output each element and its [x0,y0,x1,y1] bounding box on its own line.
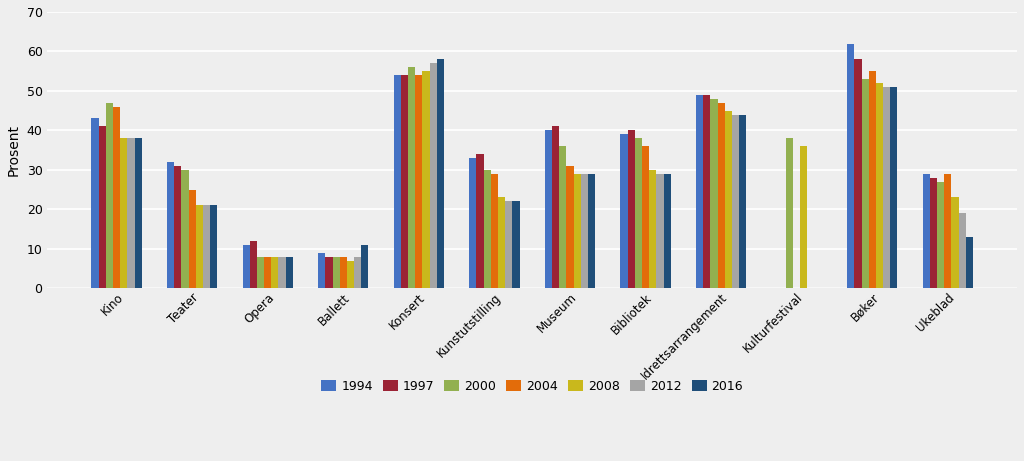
Bar [923,174,930,288]
Bar [340,257,347,288]
Bar [167,162,174,288]
Bar [361,245,369,288]
Bar [739,114,746,288]
Bar [257,257,264,288]
Bar [966,237,973,288]
Bar [718,103,725,288]
Bar [559,146,566,288]
Bar [642,146,649,288]
Bar [937,182,944,288]
Bar [868,71,876,288]
Bar [469,158,476,288]
Bar [490,174,498,288]
Bar [621,134,628,288]
Bar [732,114,739,288]
Bar [188,189,196,288]
Bar [890,87,897,288]
Bar [711,99,718,288]
Bar [876,83,883,288]
Bar [354,257,361,288]
Bar [498,197,505,288]
Bar [883,87,890,288]
Bar [573,174,581,288]
Bar [105,103,113,288]
Bar [786,138,794,288]
Bar [725,111,732,288]
Bar [416,75,423,288]
Bar [854,59,861,288]
Bar [545,130,552,288]
Bar [279,257,286,288]
Bar [664,174,671,288]
Bar [210,205,217,288]
Bar [958,213,966,288]
Bar [393,75,401,288]
Bar [134,138,141,288]
Bar [243,245,250,288]
Bar [566,166,573,288]
Legend: 1994, 1997, 2000, 2004, 2008, 2012, 2016: 1994, 1997, 2000, 2004, 2008, 2012, 2016 [316,375,749,398]
Bar [113,106,120,288]
Bar [174,166,181,288]
Bar [476,154,483,288]
Bar [951,197,958,288]
Bar [326,257,333,288]
Bar [91,118,98,288]
Bar [333,257,340,288]
Bar [409,67,416,288]
Bar [944,174,951,288]
Bar [656,174,664,288]
Bar [286,257,293,288]
Bar [581,174,588,288]
Bar [318,253,326,288]
Bar [588,174,595,288]
Bar [401,75,409,288]
Bar [930,177,937,288]
Bar [423,71,430,288]
Bar [847,43,854,288]
Bar [628,130,635,288]
Bar [264,257,271,288]
Bar [127,138,134,288]
Bar [801,146,808,288]
Bar [703,95,711,288]
Bar [437,59,444,288]
Bar [181,170,188,288]
Bar [120,138,127,288]
Bar [196,205,203,288]
Bar [250,241,257,288]
Bar [430,63,437,288]
Y-axis label: Prosent: Prosent [7,124,20,176]
Bar [505,201,512,288]
Bar [203,205,210,288]
Bar [347,260,354,288]
Bar [271,257,279,288]
Bar [635,138,642,288]
Bar [861,79,868,288]
Bar [696,95,703,288]
Bar [483,170,490,288]
Bar [512,201,519,288]
Bar [552,126,559,288]
Bar [649,170,656,288]
Bar [98,126,105,288]
